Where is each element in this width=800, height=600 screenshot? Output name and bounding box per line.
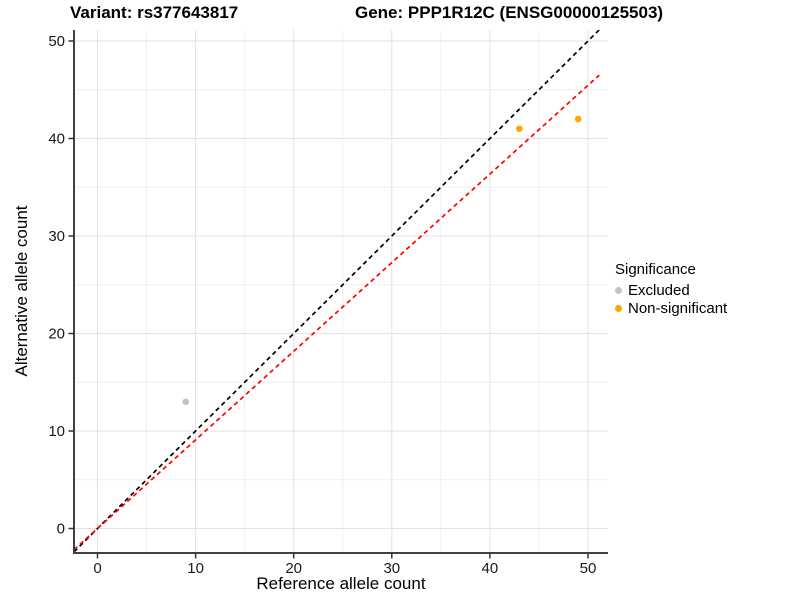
non-significant-key-icon <box>615 304 622 312</box>
x-tick-label: 20 <box>285 560 302 577</box>
legend: Significance Excluded Non-significant <box>615 261 727 317</box>
data-point-excluded <box>182 398 190 406</box>
gene-title: Gene: PPP1R12C (ENSG00000125503) <box>355 3 664 22</box>
legend-item-non-significant: Non-significant <box>615 299 727 317</box>
abline-group <box>74 30 600 553</box>
x-tick-label: 40 <box>482 560 499 577</box>
y-tick-label: 30 <box>48 228 65 245</box>
x-axis-title: Reference allele count <box>256 574 426 593</box>
y-tick-label: 10 <box>48 423 65 440</box>
y-tick-label: 20 <box>48 326 65 343</box>
y-tick-label: 50 <box>48 33 65 50</box>
y-tick-label: 0 <box>57 521 65 538</box>
legend-item-label: Excluded <box>628 281 690 299</box>
variant-title: Variant: rs377643817 <box>70 3 239 22</box>
data-point-non-significant <box>574 115 582 123</box>
identity-line <box>74 30 600 553</box>
legend-item-label: Non-significant <box>628 299 728 317</box>
legend-title: Significance <box>615 261 696 278</box>
y-axis-title: Alternative allele count <box>12 205 31 377</box>
data-point-non-significant <box>516 125 523 133</box>
x-tick-label: 30 <box>383 560 400 577</box>
legend-item-excluded: Excluded <box>615 281 727 299</box>
x-tick-label: 50 <box>580 560 597 577</box>
y-tick-label: 40 <box>48 131 65 148</box>
x-tick-label: 0 <box>93 560 101 577</box>
fit-line <box>74 74 600 551</box>
excluded-key-icon <box>615 286 622 294</box>
x-tick-label: 10 <box>187 560 204 577</box>
